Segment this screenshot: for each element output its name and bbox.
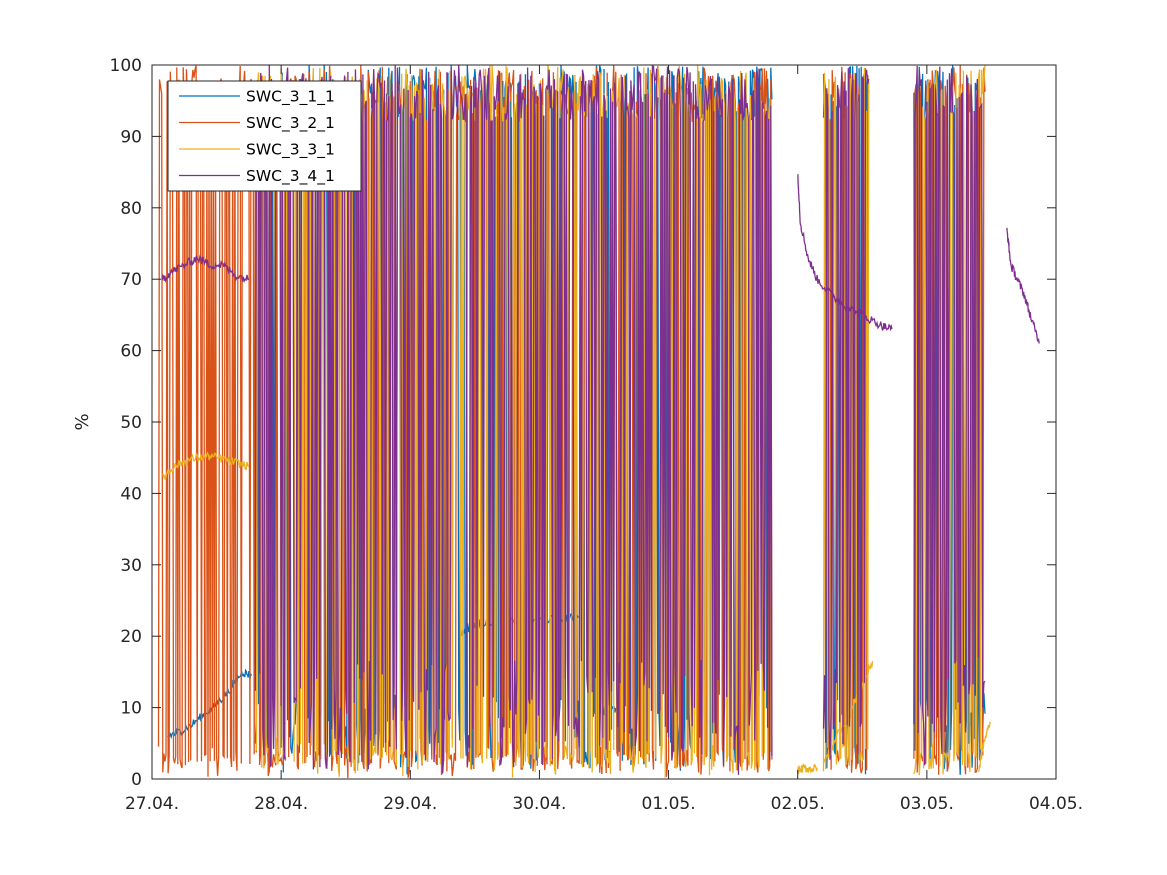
series-line-SWC_3_3_1-segment-0 <box>161 451 250 482</box>
legend: SWC_3_1_1 SWC_3_2_1 SWC_3_3_1 SWC_3_4_1 <box>167 80 362 192</box>
legend-entry-SWC_3_2_1: SWC_3_2_1 <box>246 114 335 133</box>
series-line-SWC_3_2_1-burst-2 <box>822 66 870 774</box>
series-line-SWC_3_4_1-segment-0 <box>161 254 250 284</box>
y-tick-label: 60 <box>120 342 142 362</box>
x-tick-label: 03.05. <box>900 794 954 814</box>
series-line-SWC_3_3_1-burst-1 <box>822 67 870 772</box>
y-tick-label: 100 <box>110 56 142 76</box>
series-line-SWC_3_3_1-segment-1 <box>797 762 818 775</box>
x-tick-label: 30.04. <box>512 794 566 814</box>
y-axis-label: % <box>72 413 93 430</box>
series-line-SWC_3_4_1-burst-0 <box>254 65 773 775</box>
series-line-SWC_3_3_1-burst-2 <box>913 65 986 776</box>
series-line-SWC_3_4_1-segment-2 <box>1006 227 1040 344</box>
y-tick-label: 10 <box>120 699 142 719</box>
y-tick-label: 50 <box>120 413 142 433</box>
y-tick-label: 20 <box>120 627 142 647</box>
series-line-SWC_3_3_1-segment-3 <box>977 721 991 773</box>
x-tick-label: 28.04. <box>254 794 308 814</box>
series-line-SWC_3_4_1-burst-1 <box>822 68 870 760</box>
y-tick-label: 70 <box>120 270 142 290</box>
y-tick-label: 90 <box>120 127 142 147</box>
y-tick-label: 80 <box>120 199 142 219</box>
legend-box <box>167 80 362 192</box>
y-tick-label: 0 <box>131 770 142 790</box>
x-tick-label: 29.04. <box>383 794 437 814</box>
x-tick-label: 04.05. <box>1029 794 1083 814</box>
y-tick-label: 40 <box>120 484 142 504</box>
legend-entry-SWC_3_3_1: SWC_3_3_1 <box>246 141 335 160</box>
y-tick-label: 30 <box>120 556 142 576</box>
legend-entry-SWC_3_1_1: SWC_3_1_1 <box>246 88 335 107</box>
series-SWC_3_4_1 <box>161 65 1040 775</box>
legend-entry-SWC_3_4_1: SWC_3_4_1 <box>246 167 335 186</box>
series-line-SWC_3_4_1-burst-2 <box>913 65 986 766</box>
x-tick-label: 02.05. <box>771 794 825 814</box>
series-line-SWC_3_4_1-segment-1 <box>797 173 893 332</box>
x-tick-label: 01.05. <box>642 794 696 814</box>
x-tick-label: 27.04. <box>125 794 179 814</box>
axes-layer: 27.04. 28.04. 29.04. 30.04. 01.05. 02.05. 03.0… <box>110 56 1083 814</box>
